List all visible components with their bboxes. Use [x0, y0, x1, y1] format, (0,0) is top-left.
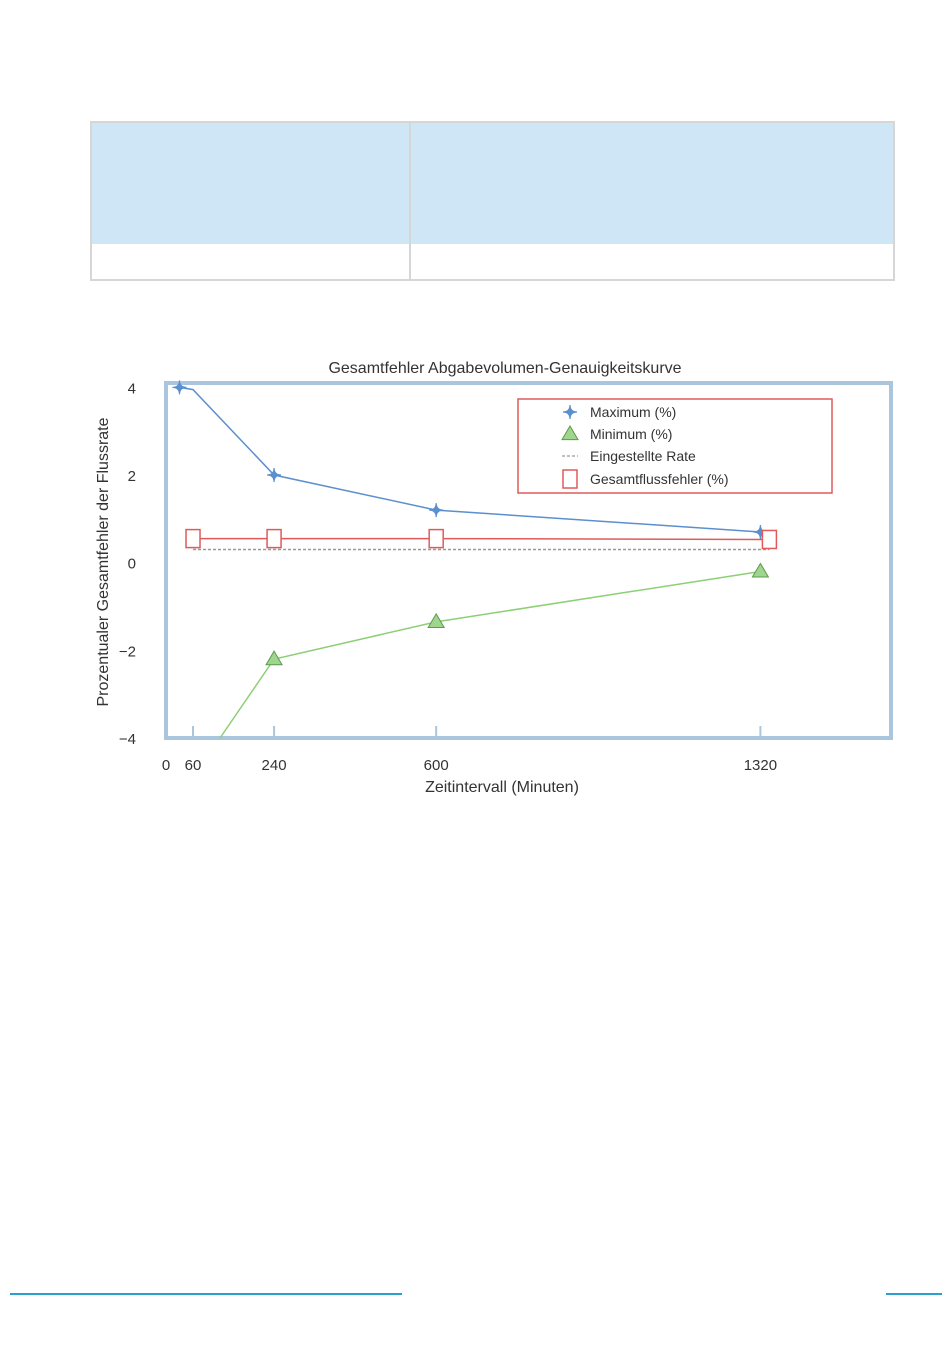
y-tick-label: 2	[128, 468, 136, 485]
chart-title: Gesamtfehler Abgabevolumen-Genauigkeitsk…	[328, 360, 681, 377]
data-point	[266, 528, 282, 549]
series-line	[219, 570, 761, 739]
series-2	[219, 562, 770, 739]
data-point	[267, 468, 282, 483]
legend-label: Eingestellte Rate	[590, 448, 696, 464]
data-point	[427, 612, 446, 628]
y-tick-labels: 4 2 0 −2 −4	[119, 380, 136, 748]
legend-swatch	[562, 404, 578, 420]
x-tick-label: 1320	[744, 757, 777, 774]
y-tick-label: 4	[128, 380, 136, 397]
data-point	[761, 529, 778, 550]
y-tick-label: −2	[119, 643, 136, 660]
legend-swatch	[562, 469, 578, 489]
y-tick-label: 0	[128, 556, 136, 573]
data-point	[265, 650, 283, 666]
x-tick-label: 600	[424, 757, 449, 774]
data-point	[185, 528, 201, 549]
series-layer	[172, 380, 778, 739]
legend-swatch	[561, 425, 579, 441]
legend-items: Maximum (%) Minimum (%) Eingestellte Rate G…	[561, 404, 728, 489]
footer-rule-right	[886, 1293, 942, 1295]
legend-label: Maximum (%)	[590, 404, 676, 420]
accuracy-chart: Gesamtfehler Abgabevolumen-Genauigkeitsk…	[95, 360, 893, 796]
legend: Maximum (%) Minimum (%) Eingestellte Rate G…	[517, 398, 833, 494]
table-body-cell-2	[411, 244, 893, 279]
data-point	[172, 380, 187, 395]
series-line	[193, 537, 770, 541]
y-axis-label: Prozentualer Gesamtfehler der Flussrate	[95, 417, 112, 706]
x-axis-label: Zeitintervall (Minuten)	[425, 779, 579, 796]
series-4	[185, 528, 778, 550]
data-point	[428, 528, 444, 549]
table-header-cell-1	[92, 123, 411, 244]
x-tick-label: 240	[262, 757, 287, 774]
plot-frame	[164, 381, 893, 740]
y-tick-label: −4	[119, 731, 136, 748]
legend-label: Gesamtflussfehler (%)	[590, 471, 728, 487]
info-table	[90, 121, 895, 281]
data-point	[751, 562, 770, 578]
legend-label: Minimum (%)	[590, 426, 672, 442]
x-axis: 0 60 240 600 1320	[162, 726, 777, 774]
data-point	[429, 503, 444, 518]
table-body-cell-1	[92, 244, 411, 279]
x-tick-label: 60	[185, 757, 202, 774]
x-tick-label: 0	[162, 757, 170, 774]
footer-rule-left	[10, 1293, 402, 1295]
table-header-cell-2	[411, 123, 893, 244]
